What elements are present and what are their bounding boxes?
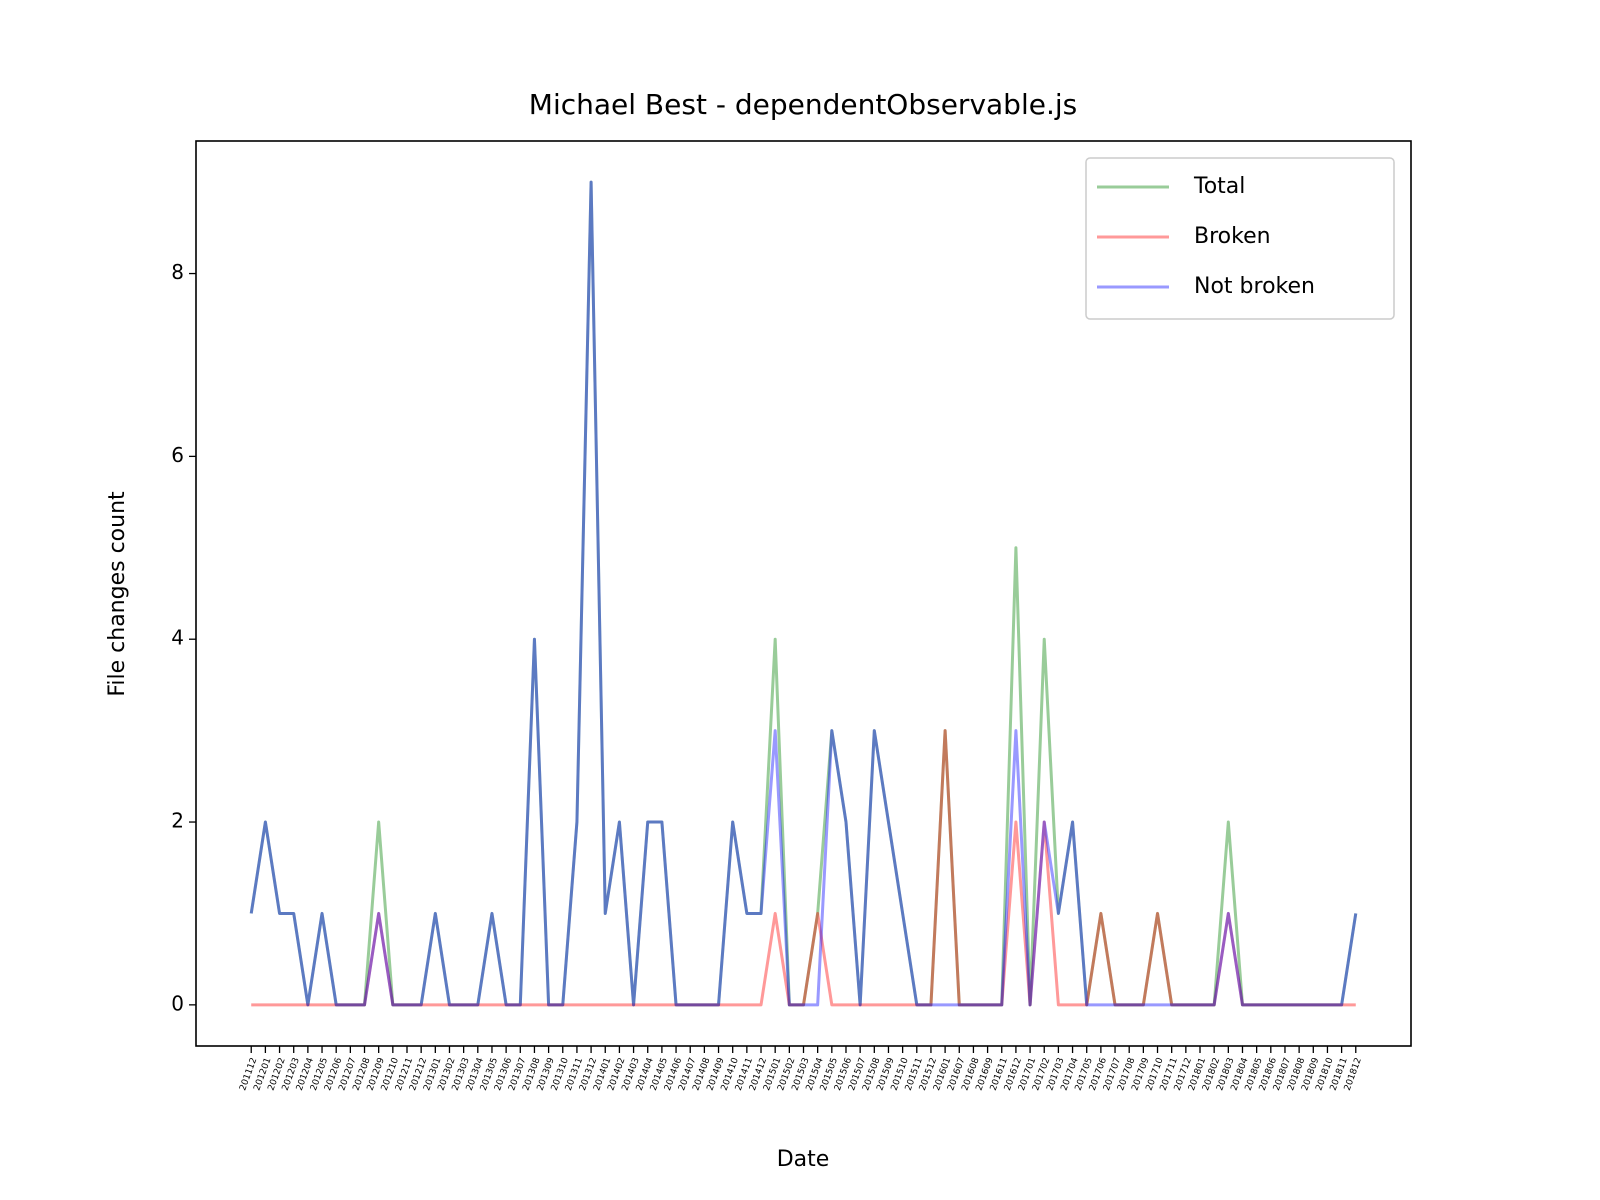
x-axis-label: Date: [777, 1147, 830, 1172]
y-tick-label: 8: [171, 260, 184, 284]
legend-label: Broken: [1194, 224, 1271, 249]
y-tick-label: 6: [171, 443, 184, 467]
legend-label: Not broken: [1194, 274, 1315, 299]
legend-label: Total: [1193, 174, 1245, 199]
legend: Total Broken Not broken: [1085, 157, 1395, 320]
line-series: [249, 180, 1358, 1007]
axes-frame: [195, 140, 1412, 1047]
legend-box: [1085, 157, 1395, 320]
y-axis-label: File changes count: [105, 491, 130, 697]
line-series: [249, 180, 1358, 1007]
line-series: [251, 729, 1356, 1007]
y-tick-label: 2: [171, 809, 184, 833]
y-tick-label: 0: [171, 991, 184, 1015]
y-tick-label: 4: [171, 626, 184, 650]
chart-title: Michael Best - dependentObservable.js: [529, 88, 1077, 121]
